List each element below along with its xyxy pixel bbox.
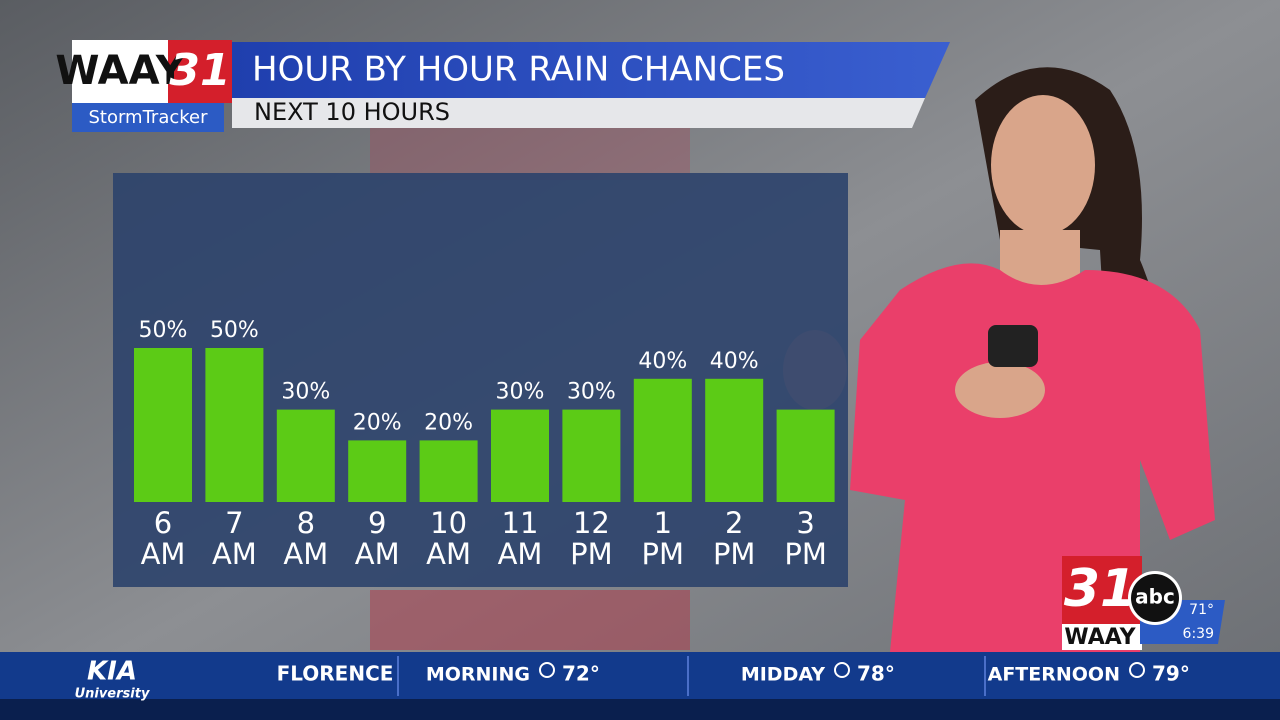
x-tick-label: 10 xyxy=(430,506,467,540)
ticker-label: AFTERNOON xyxy=(988,664,1120,686)
ticker-temp: 72° xyxy=(562,662,600,686)
x-tick-label: AM xyxy=(141,537,186,571)
weather-icon xyxy=(539,662,555,678)
chart: 50%6AM50%7AM30%8AM20%9AM20%10AM30%11AM30… xyxy=(134,318,835,571)
logo-tag: StormTracker xyxy=(88,107,208,128)
presenter xyxy=(783,67,1215,652)
x-tick-label: PM xyxy=(642,537,685,571)
chart-title: HOUR BY HOUR RAIN CHANCES xyxy=(252,50,785,90)
value-label: 50% xyxy=(139,318,188,343)
value-label: 20% xyxy=(424,410,473,435)
sponsor-tag: University xyxy=(75,687,150,702)
x-tick-label: 2 xyxy=(725,506,743,540)
x-tick-label: PM xyxy=(570,537,613,571)
bar xyxy=(134,348,192,502)
sponsor-logo: KIA xyxy=(87,657,137,687)
value-label: 30% xyxy=(496,380,545,405)
x-tick-label: 9 xyxy=(368,506,386,540)
x-tick-label: AM xyxy=(212,537,257,571)
blur-light xyxy=(370,590,690,650)
x-tick-label: AM xyxy=(355,537,400,571)
x-tick-label: 12 xyxy=(573,506,610,540)
x-tick-label: 3 xyxy=(796,506,814,540)
bar xyxy=(276,409,335,502)
logo-tag-box xyxy=(72,103,224,132)
value-label: 40% xyxy=(710,349,759,374)
x-tick-label: AM xyxy=(498,537,543,571)
x-tick-label: 7 xyxy=(225,506,243,540)
x-tick-label: 1 xyxy=(654,506,672,540)
blur-light xyxy=(370,120,690,180)
network-logo-inner xyxy=(1131,574,1179,622)
x-tick-label: 6 xyxy=(154,506,172,540)
bug-network: abc xyxy=(1135,585,1175,609)
bar xyxy=(491,409,549,502)
bug-temperature: 71° xyxy=(1189,602,1214,618)
bar xyxy=(562,409,621,502)
ticker-band xyxy=(0,652,1280,699)
x-tick-label: AM xyxy=(426,537,471,571)
bug-number: 31 xyxy=(1064,559,1136,619)
chart-subtitle: NEXT 10 HOURS xyxy=(254,98,450,126)
logo-number-box xyxy=(168,40,232,103)
ticker-items: MORNING 72° MIDDAY 78° AFTERNOON 79° xyxy=(426,662,1190,686)
ticker-city: FLORENCE xyxy=(277,662,394,686)
x-tick-label: PM xyxy=(784,537,827,571)
ticker-label: MORNING xyxy=(426,664,530,686)
title-bar xyxy=(232,42,950,98)
weather-icon xyxy=(1129,662,1145,678)
ticker-temp: 79° xyxy=(1152,662,1190,686)
bar xyxy=(348,440,407,502)
ticker-bottom xyxy=(0,699,1280,720)
bug-name: WAAY xyxy=(1064,625,1136,650)
x-tick-label: 8 xyxy=(297,506,315,540)
ticker-label: MIDDAY xyxy=(741,664,825,686)
bug-name-box xyxy=(1062,624,1142,650)
weather-icon xyxy=(834,662,850,678)
bar xyxy=(633,378,692,502)
value-label: 30% xyxy=(567,380,616,405)
x-tick-label: PM xyxy=(713,537,756,571)
ticker-temp: 78° xyxy=(857,662,895,686)
value-label: 50% xyxy=(210,318,259,343)
value-label: 30% xyxy=(281,380,330,405)
logo-name: WAAY xyxy=(55,48,185,94)
bar xyxy=(776,409,835,502)
bar xyxy=(419,440,478,502)
bug-time: 6:39 xyxy=(1183,626,1214,642)
bar xyxy=(705,378,764,502)
logo-number: 31 xyxy=(169,45,230,96)
bar xyxy=(205,348,264,502)
x-tick-label: 11 xyxy=(502,506,539,540)
x-tick-label: AM xyxy=(283,537,328,571)
subtitle-bar xyxy=(232,98,925,128)
bug-number-box xyxy=(1062,556,1142,624)
value-label: 20% xyxy=(353,410,402,435)
value-label: 40% xyxy=(638,349,687,374)
